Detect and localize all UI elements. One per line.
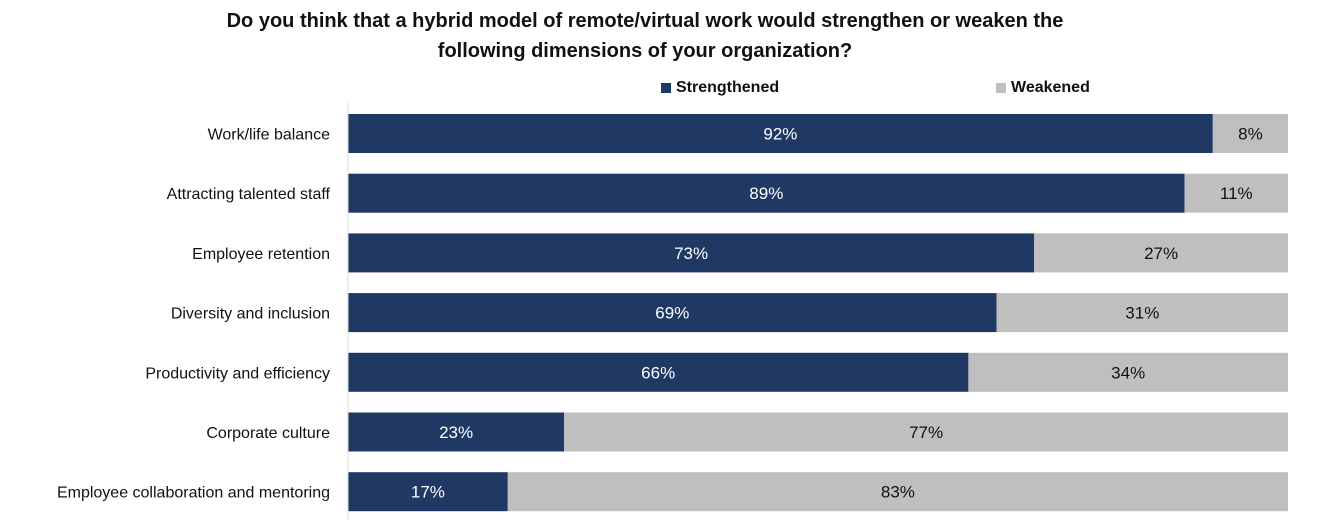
chart-title-line-1: Do you think that a hybrid model of remo… (226, 10, 1064, 32)
data-label-weakened-work-life-balance: 8% (1238, 125, 1263, 144)
bar-weakened-attracting-talented-staff (1184, 173, 1288, 213)
bar-weakened-productivity-and-efficiency (968, 352, 1288, 392)
bar-weakened-employee-collaboration-and-mentoring (507, 472, 1288, 512)
data-label-strengthened-work-life-balance: 92% (763, 125, 797, 144)
data-label-strengthened-attracting-talented-staff: 89% (749, 184, 783, 203)
data-label-strengthened-diversity-and-inclusion: 69% (655, 304, 689, 323)
bar-weakened-diversity-and-inclusion (996, 293, 1288, 333)
bar-strengthened-work-life-balance (348, 114, 1213, 153)
data-label-strengthened-employee-retention: 73% (674, 244, 708, 263)
chart-title-line-2: following dimensions of your organizatio… (437, 40, 853, 62)
data-label-weakened-diversity-and-inclusion: 31% (1125, 304, 1159, 323)
data-label-weakened-employee-collaboration-and-mentoring: 83% (881, 483, 915, 502)
data-label-weakened-productivity-and-efficiency: 34% (1111, 363, 1145, 382)
data-label-strengthened-corporate-culture: 23% (439, 423, 473, 442)
bar-strengthened-employee-retention (348, 233, 1035, 273)
data-label-weakened-employee-retention: 27% (1144, 244, 1178, 263)
chart-title: Do you think that a hybrid model of remo… (0, 6, 1290, 66)
bar-strengthened-corporate-culture (348, 412, 565, 452)
category-label-employee-retention: Employee retention (192, 246, 330, 263)
bar-weakened-employee-retention (1034, 233, 1288, 273)
bar-strengthened-diversity-and-inclusion (348, 293, 997, 333)
legend-label-weakened: Weakened (1011, 79, 1090, 96)
category-label-diversity-and-inclusion: Diversity and inclusion (171, 306, 330, 323)
bar-strengthened-attracting-talented-staff (348, 173, 1185, 213)
data-label-strengthened-employee-collaboration-and-mentoring: 17% (411, 483, 445, 502)
legend-swatch-weakened (996, 83, 1006, 93)
chart-legend: Strengthened Weakened (0, 79, 1320, 99)
category-label-productivity-and-efficiency: Productivity and efficiency (145, 365, 330, 382)
data-label-strengthened-productivity-and-efficiency: 66% (641, 363, 675, 382)
legend-item-weakened: Weakened (996, 79, 1090, 97)
data-label-weakened-attracting-talented-staff: 11% (1220, 184, 1253, 203)
data-label-weakened-corporate-culture: 77% (909, 423, 943, 442)
bar-weakened-work-life-balance (1212, 114, 1288, 153)
bar-strengthened-employee-collaboration-and-mentoring (348, 472, 508, 512)
category-label-work-life-balance: Work/life balance (208, 127, 331, 144)
legend-item-strengthened: Strengthened (661, 79, 779, 97)
bar-weakened-corporate-culture (564, 412, 1288, 452)
category-label-employee-collaboration-and-mentoring: Employee collaboration and mentoring (57, 485, 330, 502)
legend-swatch-strengthened (661, 83, 671, 93)
bar-strengthened-productivity-and-efficiency (348, 352, 969, 392)
category-label-attracting-talented-staff: Attracting talented staff (167, 186, 331, 203)
category-label-corporate-culture: Corporate culture (206, 425, 330, 442)
legend-label-strengthened: Strengthened (676, 79, 780, 96)
